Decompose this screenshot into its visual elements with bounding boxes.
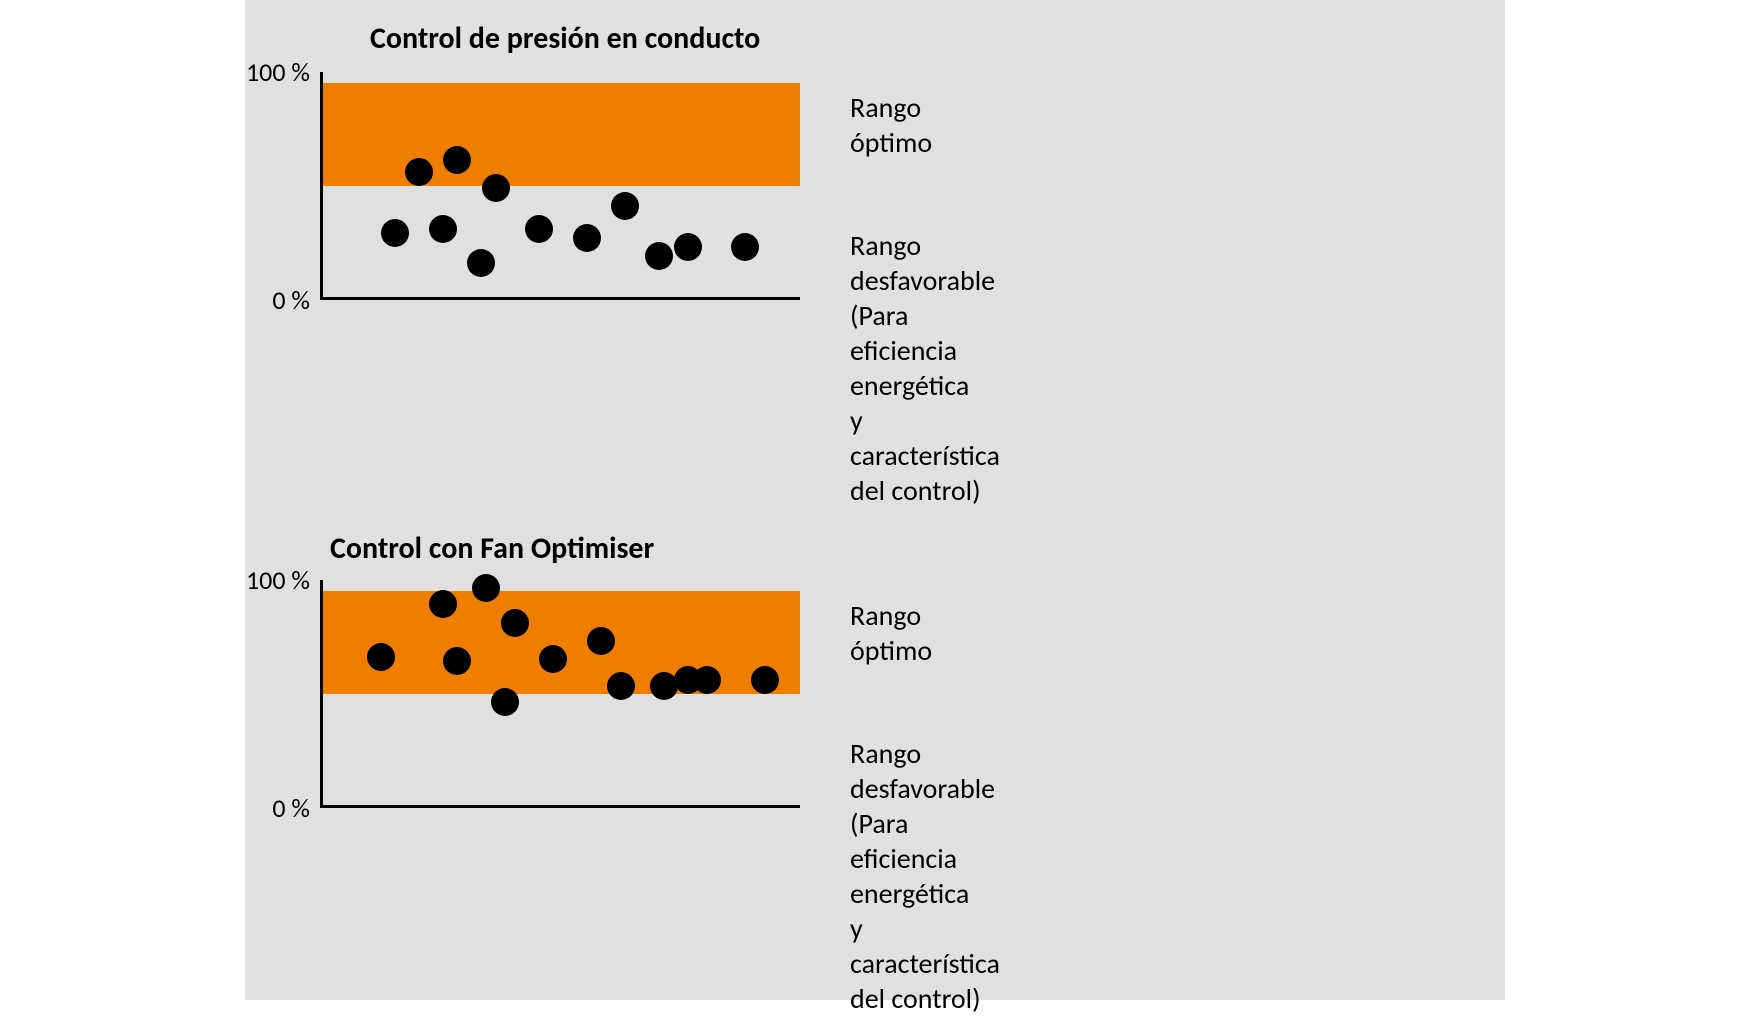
y-tick-label: 100 %	[230, 564, 310, 596]
data-point	[611, 192, 639, 220]
data-point	[443, 146, 471, 174]
plot-area	[320, 72, 800, 300]
range-label: Rango óptimo	[850, 90, 932, 160]
data-point	[367, 643, 395, 671]
data-point	[587, 627, 615, 655]
data-point	[674, 233, 702, 261]
data-point	[491, 688, 519, 716]
data-point	[501, 609, 529, 637]
data-point	[751, 666, 779, 694]
data-point	[429, 215, 457, 243]
data-point	[607, 672, 635, 700]
data-point	[693, 666, 721, 694]
range-label: Rango óptimo	[850, 598, 932, 668]
optimal-band	[323, 83, 800, 186]
data-point	[467, 249, 495, 277]
data-point	[731, 233, 759, 261]
y-tick-label: 0 %	[230, 284, 310, 316]
data-point	[429, 590, 457, 618]
chart-title: Control de presión en conducto	[370, 20, 760, 57]
data-point	[525, 215, 553, 243]
data-point	[381, 219, 409, 247]
data-point	[573, 224, 601, 252]
y-tick-label: 100 %	[230, 56, 310, 88]
optimal-band	[323, 591, 800, 694]
data-point	[472, 574, 500, 602]
y-tick-label: 0 %	[230, 792, 310, 824]
data-point	[645, 242, 673, 270]
plot-area	[320, 580, 800, 808]
data-point	[405, 158, 433, 186]
data-point	[443, 647, 471, 675]
range-label: Rango desfavorable (Para eficiencia ener…	[850, 736, 1000, 1016]
data-point	[482, 174, 510, 202]
chart-title: Control con Fan Optimiser	[330, 530, 654, 567]
range-label: Rango desfavorable (Para eficiencia ener…	[850, 228, 1000, 508]
data-point	[539, 645, 567, 673]
